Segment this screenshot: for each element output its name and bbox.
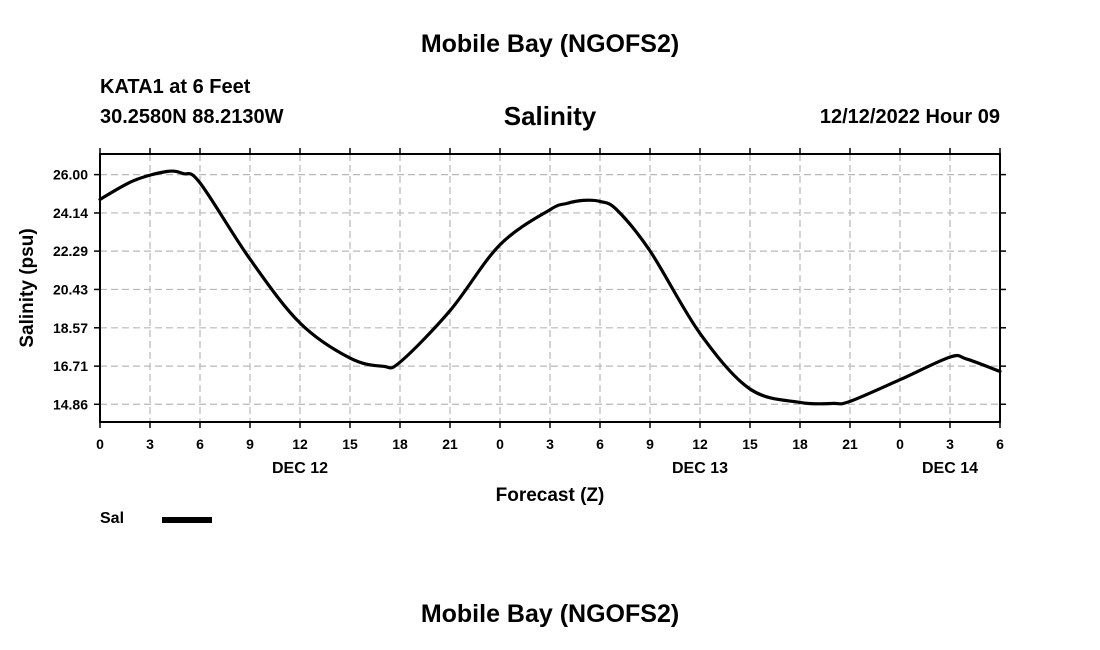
y-tick-label: 24.14	[53, 205, 88, 221]
x-tick-label: 6	[596, 436, 604, 452]
x-tick-label: 21	[442, 436, 458, 452]
date-label: DEC 12	[272, 460, 328, 477]
x-tick-label: 18	[792, 436, 808, 452]
x-tick-label: 0	[96, 436, 104, 452]
y-tick-label: 22.29	[53, 243, 88, 259]
x-tick-label: 15	[342, 436, 358, 452]
x-tick-label: 0	[896, 436, 904, 452]
x-tick-label: 12	[292, 436, 308, 452]
variable-title: Salinity	[503, 101, 597, 131]
station-coordinates: 30.2580N 88.2130W	[100, 106, 284, 128]
chart-main-title: Mobile Bay (NGOFS2)	[420, 30, 680, 58]
x-tick-label: 9	[646, 436, 654, 452]
x-tick-label: 9	[246, 436, 254, 452]
x-tick-label: 15	[742, 436, 758, 452]
x-tick-label: 6	[996, 436, 1004, 452]
x-tick-label: 3	[546, 436, 554, 452]
y-tick-label: 26.00	[53, 167, 88, 183]
tick-labels: 0 3 6 9 12 15 18 21 0 3 6 9 12 15 18 21 0 3 6 DEC 12 DEC 13 D…	[53, 167, 1004, 477]
forecast-datetime: 12/12/2022 Hour 09	[819, 106, 1000, 128]
legend-label: Sal	[100, 510, 125, 527]
y-tick-label: 20.43	[53, 281, 88, 297]
x-tick-label: 3	[946, 436, 954, 452]
series-line-sal	[98, 169, 1002, 406]
series-layer	[98, 169, 1002, 406]
y-tick-label: 14.86	[53, 396, 88, 412]
y-tick-label: 18.57	[53, 320, 88, 336]
y-axis-title: Salinity (psu)	[17, 228, 38, 347]
station-name: KATA1 at 6 Feet	[100, 76, 251, 98]
footer-title: Mobile Bay (NGOFS2)	[420, 600, 680, 628]
x-tick-label: 0	[496, 436, 504, 452]
y-tick-label: 16.71	[53, 358, 88, 374]
legend-line-swatch	[162, 517, 212, 523]
x-tick-label: 21	[842, 436, 858, 452]
grid-lines	[100, 154, 1000, 422]
x-axis-title: Forecast (Z)	[496, 485, 605, 506]
date-label: DEC 14	[922, 460, 978, 477]
x-tick-label: 6	[196, 436, 204, 452]
x-tick-label: 12	[692, 436, 708, 452]
x-tick-label: 18	[392, 436, 408, 452]
plot-frame	[99, 153, 1001, 423]
x-tick-label: 3	[146, 436, 154, 452]
date-label: DEC 13	[672, 460, 728, 477]
